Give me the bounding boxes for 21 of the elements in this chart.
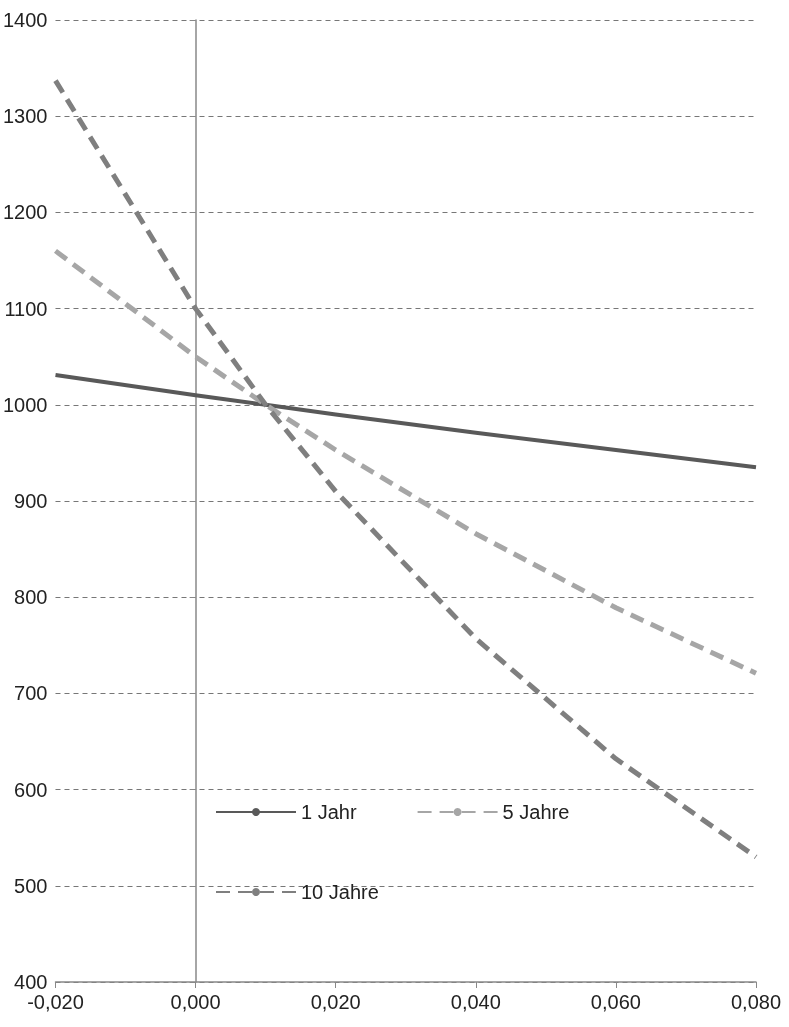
y-tick-label: 600 — [14, 778, 48, 801]
y-tick-label: 1400 — [2, 9, 48, 31]
legend-label: 1 Jahr — [301, 801, 357, 823]
y-tick-label: 1100 — [4, 297, 48, 320]
legend-label: 5 Jahre — [502, 801, 570, 823]
y-tick-label: 1200 — [2, 201, 48, 224]
y-tick-label: 500 — [14, 874, 48, 897]
x-tick-label: -0,020 — [27, 991, 84, 1013]
y-tick-label: 1300 — [2, 105, 48, 128]
x-tick-label: 0,040 — [450, 991, 501, 1013]
y-tick-label: 700 — [14, 682, 48, 705]
y-tick-label: 400 — [14, 971, 48, 993]
x-tick-label: 0,000 — [170, 991, 221, 1013]
x-tick-label: 0,060 — [590, 991, 641, 1013]
legend-label: 10 Jahre — [301, 881, 379, 903]
y-tick-label: 800 — [14, 586, 48, 609]
y-tick-label: 1000 — [2, 393, 48, 416]
y-tick-label: 900 — [14, 490, 48, 512]
line-series — [53, 372, 758, 470]
x-tick-label: 0,020 — [310, 991, 361, 1013]
x-tick-label: 0,080 — [730, 991, 782, 1013]
